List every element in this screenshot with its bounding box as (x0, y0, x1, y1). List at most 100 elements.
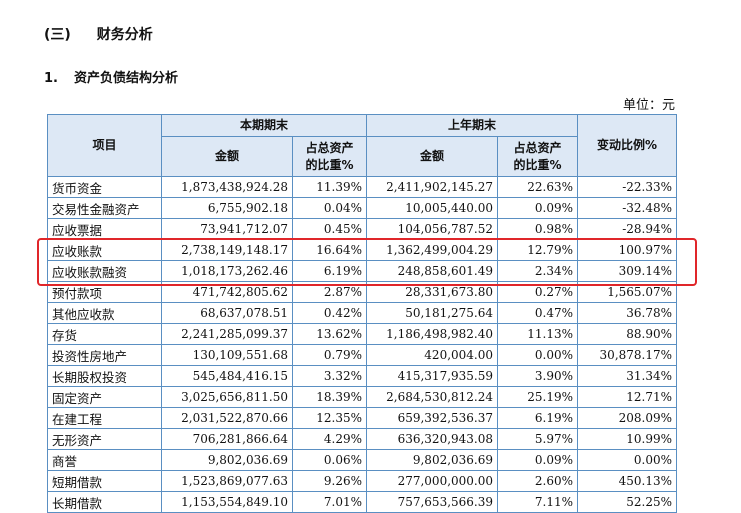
row-name: 货币资金 (47, 176, 162, 198)
row-name: 预付款项 (47, 281, 162, 303)
previous-amount-cell: 636,320,943.08 (366, 428, 499, 450)
previous-share-cell: 2.60% (497, 470, 579, 492)
table-row: 长期借款 1,153,554,849.10 7.01% 757,653,566.39 7… (47, 491, 678, 513)
change-ratio-cell: 100.97% (577, 239, 678, 261)
table-row: 存货 2,241,285,099.37 13.62% 1,186,498,982.40… (47, 323, 678, 345)
current-share-cell: 16.64% (291, 239, 368, 261)
current-amount-cell: 6,755,902.18 (161, 197, 293, 219)
header-item: 项目 (47, 114, 162, 177)
current-share-cell: 0.79% (291, 344, 368, 366)
current-share-cell: 4.29% (291, 428, 368, 450)
row-name: 投资性房地产 (47, 344, 162, 366)
table-row: 固定资产 3,025,656,811.50 18.39% 2,684,530,812.… (47, 386, 678, 408)
previous-amount-cell: 10,005,440.00 (366, 197, 499, 219)
table-row: 短期借款 1,523,869,077.63 9.26% 277,000,000.00 2… (47, 470, 678, 492)
current-amount-cell: 1,873,438,924.28 (161, 176, 293, 198)
row-name: 应收账款 (47, 239, 162, 261)
previous-share-cell: 0.98% (497, 218, 579, 240)
change-ratio-cell: -22.33% (577, 176, 678, 198)
current-amount-cell: 2,031,522,870.66 (161, 407, 293, 429)
table-row: 商誉 9,802,036.69 0.06% 9,802,036.69 0.09% 0.00… (47, 449, 678, 471)
subsection-number: 1. (44, 71, 58, 86)
current-amount-cell: 3,025,656,811.50 (161, 386, 293, 408)
change-ratio-cell: 88.90% (577, 323, 678, 345)
previous-amount-cell: 50,181,275.64 (366, 302, 499, 324)
previous-amount-cell: 757,653,566.39 (366, 491, 499, 513)
current-amount-cell: 130,109,551.68 (161, 344, 293, 366)
table-row: 在建工程 2,031,522,870.66 12.35% 659,392,536.37… (47, 407, 678, 429)
row-name: 长期股权投资 (47, 365, 162, 387)
row-name: 长期借款 (47, 491, 162, 513)
current-amount-cell: 1,018,173,262.46 (161, 260, 293, 282)
current-share-cell: 7.01% (291, 491, 368, 513)
current-share-cell: 0.06% (291, 449, 368, 471)
header-current-amount: 金额 (161, 136, 293, 177)
current-amount-cell: 545,484,416.15 (161, 365, 293, 387)
current-amount-cell: 1,153,554,849.10 (161, 491, 293, 513)
current-amount-cell: 9,802,036.69 (161, 449, 293, 471)
change-ratio-cell: 450.13% (577, 470, 678, 492)
previous-amount-cell: 420,004.00 (366, 344, 499, 366)
previous-share-cell: 0.09% (497, 449, 579, 471)
change-ratio-cell: 30,878.17% (577, 344, 678, 366)
change-ratio-cell: 12.71% (577, 386, 678, 408)
previous-amount-cell: 28,331,673.80 (366, 281, 499, 303)
current-share-cell: 18.39% (291, 386, 368, 408)
previous-share-cell: 25.19% (497, 386, 579, 408)
previous-share-cell: 0.47% (497, 302, 579, 324)
previous-share-cell: 22.63% (497, 176, 579, 198)
previous-share-cell: 11.13% (497, 323, 579, 345)
previous-share-cell: 0.09% (497, 197, 579, 219)
change-ratio-cell: 0.00% (577, 449, 678, 471)
change-ratio-cell: -28.94% (577, 218, 678, 240)
header-current-period: 本期期末 (160, 114, 368, 137)
change-ratio-cell: 10.99% (577, 428, 678, 450)
current-share-cell: 0.45% (291, 218, 368, 240)
change-ratio-cell: 52.25% (577, 491, 678, 513)
change-ratio-cell: 1,565.07% (577, 281, 678, 303)
previous-amount-cell: 415,317,935.59 (366, 365, 499, 387)
change-ratio-cell: 36.78% (577, 302, 678, 324)
unit-label: 单位：元 (622, 98, 675, 113)
current-share-cell: 0.42% (291, 302, 368, 324)
table-row: 应收账款 2,738,149,148.17 16.64% 1,362,499,004.… (47, 239, 678, 261)
row-name: 短期借款 (47, 470, 162, 492)
section-heading: (三) 财务分析 (44, 24, 153, 44)
header-change-ratio: 变动比例% (577, 114, 678, 177)
current-share-cell: 2.87% (291, 281, 368, 303)
previous-share-cell: 7.11% (497, 491, 579, 513)
current-amount-cell: 73,941,712.07 (161, 218, 293, 240)
current-share-cell: 3.32% (291, 365, 368, 387)
table-row: 货币资金 1,873,438,924.28 11.39% 2,411,902,145.… (47, 176, 678, 198)
previous-amount-cell: 2,684,530,812.24 (366, 386, 499, 408)
previous-share-cell: 12.79% (497, 239, 579, 261)
section-number: (三) (44, 27, 71, 43)
header-current-share: 占总资产 的比重% (291, 136, 368, 177)
change-ratio-cell: -32.48% (577, 197, 678, 219)
table-row: 应收票据 73,941,712.07 0.45% 104,056,787.52 0.98… (47, 218, 678, 240)
table-row: 其他应收款 68,637,078.51 0.42% 50,181,275.64 0.47… (47, 302, 678, 324)
subsection-heading: 1. 资产负债结构分析 (44, 67, 178, 86)
row-name: 在建工程 (47, 407, 162, 429)
previous-share-cell: 5.97% (497, 428, 579, 450)
previous-amount-cell: 104,056,787.52 (366, 218, 499, 240)
current-amount-cell: 706,281,866.64 (161, 428, 293, 450)
table-row: 预付款项 471,742,805.62 2.87% 28,331,673.80 0.27… (47, 281, 678, 303)
current-share-cell: 12.35% (291, 407, 368, 429)
previous-share-cell: 0.00% (497, 344, 579, 366)
current-share-cell: 6.19% (291, 260, 368, 282)
header-previous-amount: 金额 (366, 136, 499, 177)
header-previous-year: 上年期末 (366, 114, 579, 137)
previous-share-cell: 3.90% (497, 365, 579, 387)
previous-amount-cell: 248,858,601.49 (366, 260, 499, 282)
current-amount-cell: 1,523,869,077.63 (161, 470, 293, 492)
row-name: 商誉 (47, 449, 162, 471)
table-row: 应收账款融资 1,018,173,262.46 6.19% 248,858,601.4… (47, 260, 678, 282)
row-name: 应收票据 (47, 218, 162, 240)
row-name: 固定资产 (47, 386, 162, 408)
row-name: 其他应收款 (47, 302, 162, 324)
row-name: 存货 (47, 323, 162, 345)
change-ratio-cell: 208.09% (577, 407, 678, 429)
table-row: 投资性房地产 130,109,551.68 0.79% 420,004.00 0.00%… (47, 344, 678, 366)
previous-share-cell: 0.27% (497, 281, 579, 303)
